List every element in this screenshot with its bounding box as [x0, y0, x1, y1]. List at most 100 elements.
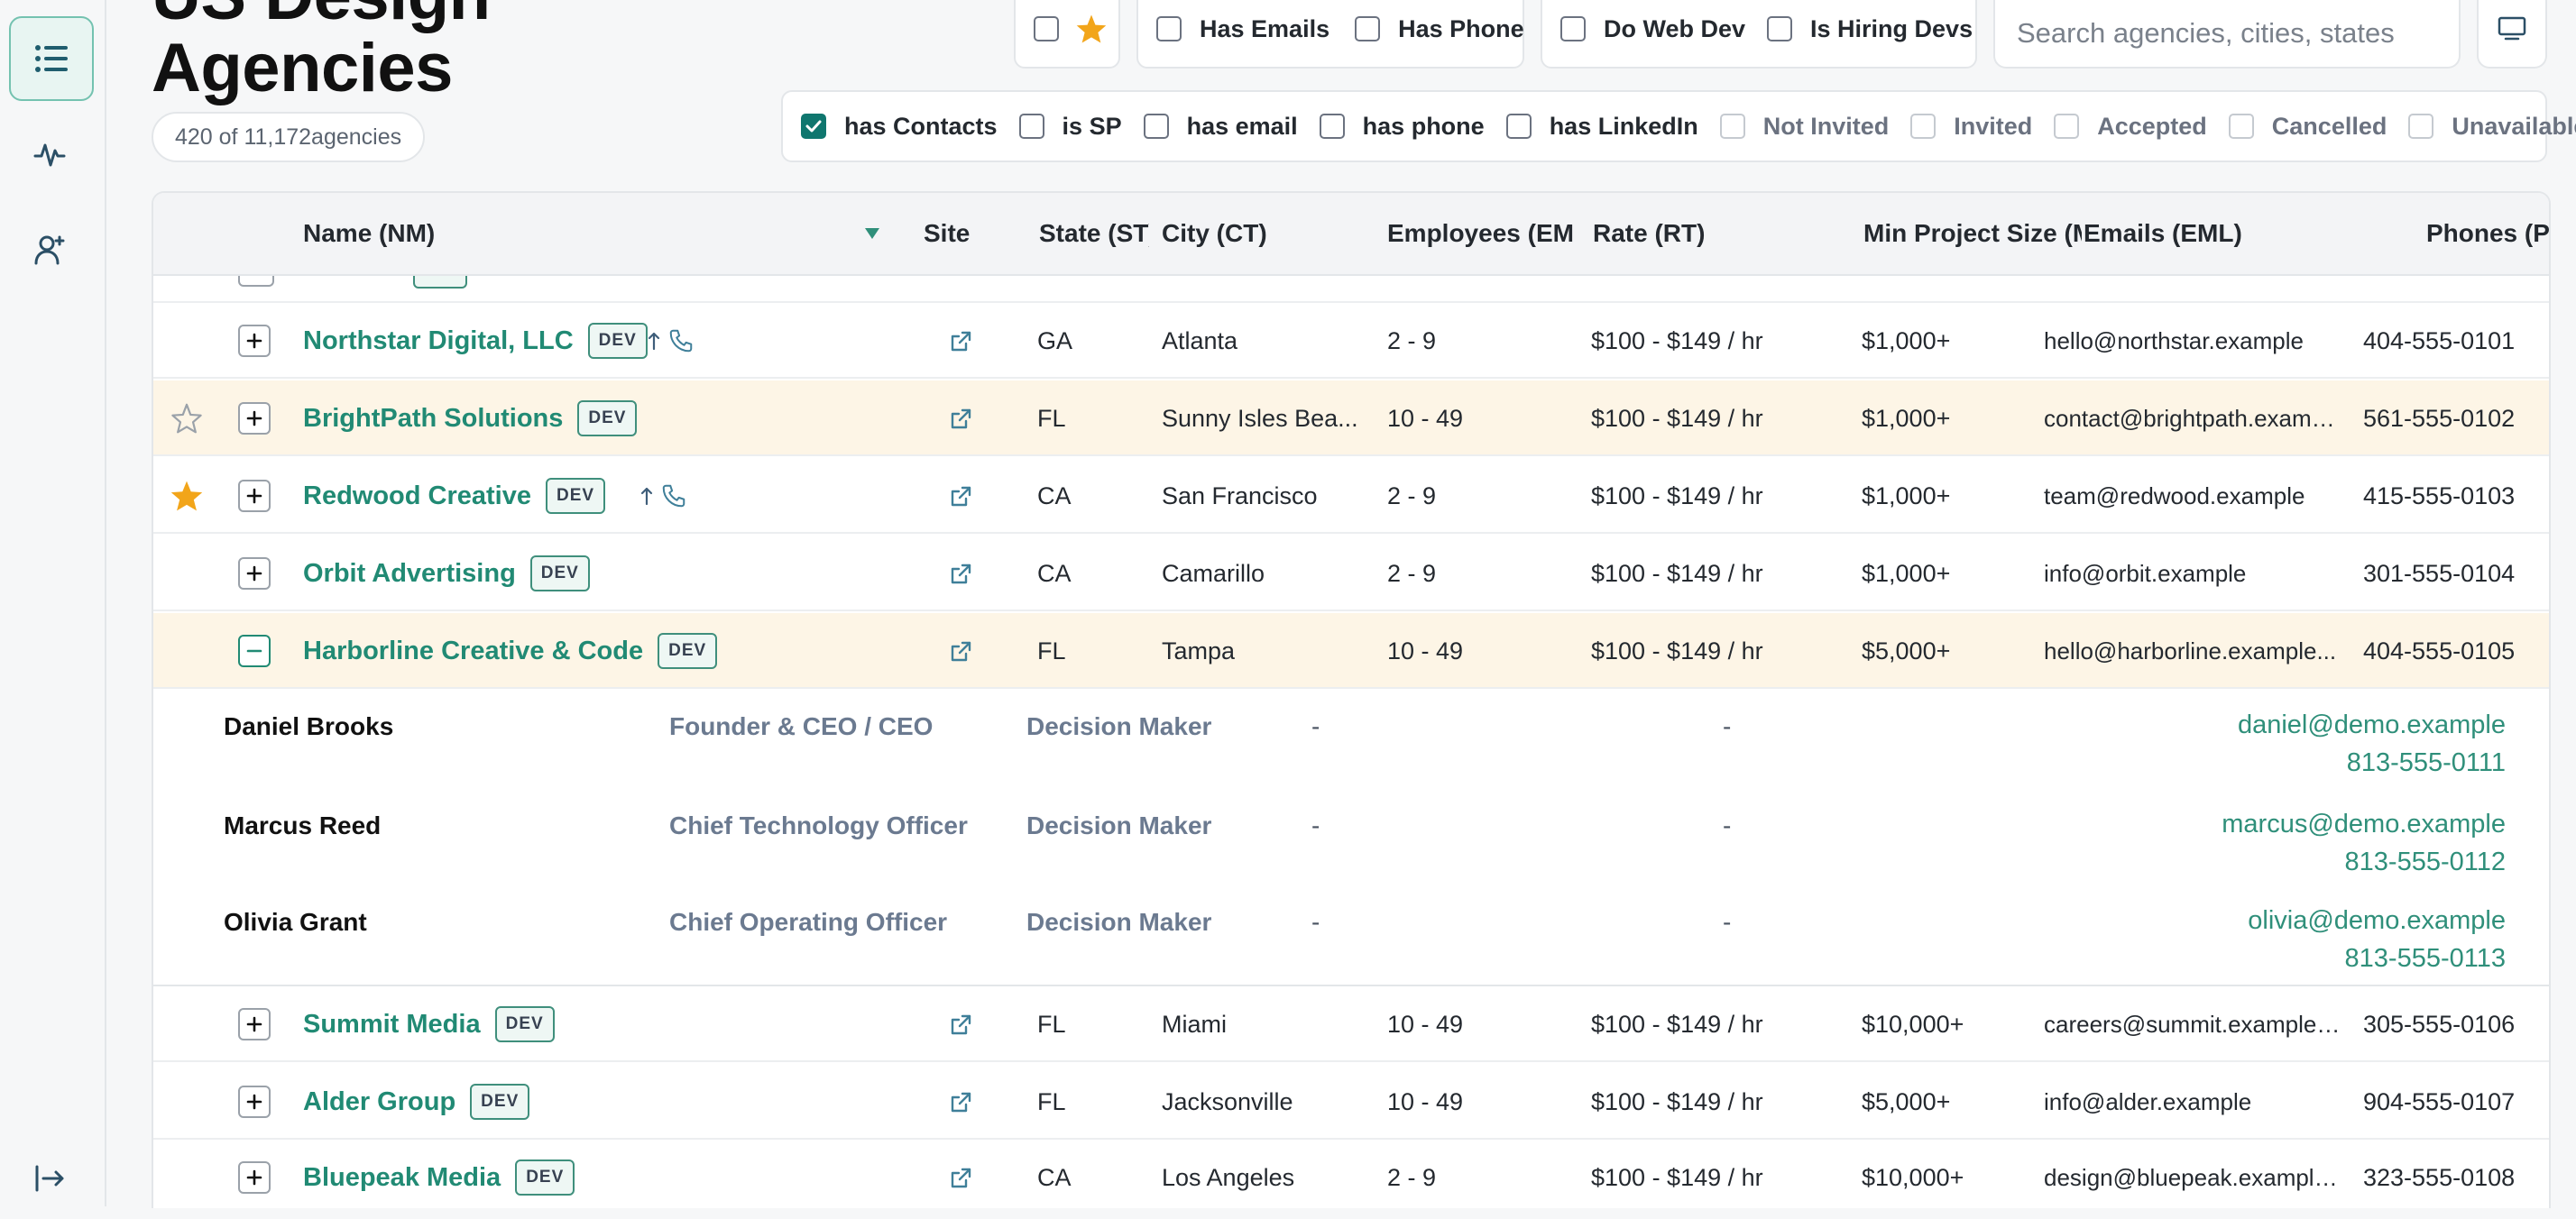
phones-cell[interactable]: 561-555-0102 — [2363, 405, 2516, 432]
contact-phone[interactable]: 813-555-0111 — [2346, 748, 2506, 777]
external-link-icon[interactable] — [949, 1013, 972, 1037]
favorites-filter[interactable] — [1014, 0, 1120, 69]
column-header-phones[interactable]: Phones (PH) — [2426, 219, 2549, 247]
phones-cell[interactable]: 404-555-0101 — [2363, 327, 2516, 354]
agency-name-link[interactable]: Orbit Advertising DEV — [303, 536, 590, 611]
column-header-state[interactable]: State (ST) — [1039, 219, 1149, 247]
agency-name-link[interactable]: Northstar Digital, LLC DEV — [303, 303, 648, 379]
column-header-rate[interactable]: Rate (RT) — [1593, 219, 1706, 247]
expand-row-button[interactable] — [238, 1086, 271, 1118]
phones-cell[interactable]: 301-555-0104 — [2363, 560, 2516, 587]
column-header-min-project[interactable]: Min Project Size (MPS) — [1863, 219, 2082, 247]
collapse-row-button[interactable] — [238, 635, 271, 667]
state-cell: FL — [1037, 1011, 1066, 1038]
star-icon[interactable] — [170, 402, 204, 435]
expand-row-button[interactable] — [238, 480, 271, 512]
agency-name[interactable]: Alder Group — [303, 1086, 456, 1116]
table-row[interactable]: Summit Media DEV FL Miami 10 - 49 $100 - $149… — [153, 986, 2549, 1062]
external-link-icon[interactable] — [949, 640, 972, 664]
status-invited-filter[interactable]: Invited — [1910, 113, 2032, 141]
contact-email[interactable]: daniel@demo.example — [2237, 710, 2506, 739]
contacts-button[interactable] — [9, 209, 90, 290]
agency-name-link[interactable]: BrightPath Solutions DEV — [303, 380, 638, 456]
state-cell: CA — [1037, 560, 1072, 587]
emails-cell[interactable]: design@bluepeak.example; g... — [2044, 1164, 2341, 1191]
contact-email[interactable]: marcus@demo.example — [2222, 810, 2506, 839]
agency-name-link[interactable]: Bluepeak Media DEV — [303, 1140, 575, 1208]
contact-phone[interactable]: 813-555-0113 — [2344, 944, 2506, 973]
expand-row-button[interactable] — [238, 1161, 271, 1194]
emails-cell[interactable]: info@alder.example — [2044, 1088, 2252, 1115]
agency-name[interactable]: Harborline Creative & Code — [303, 636, 644, 665]
agency-name[interactable]: Northstar Digital, LLC — [303, 325, 574, 355]
agency-name[interactable]: Redwood Creative — [303, 481, 531, 510]
external-link-icon[interactable] — [949, 1167, 972, 1190]
contact-email[interactable]: olivia@demo.example — [2248, 906, 2506, 935]
agency-name-link[interactable]: Redwood Creative DEV — [303, 458, 606, 534]
phones-cell[interactable]: 305-555-0106 — [2363, 1011, 2516, 1038]
table-row[interactable]: Harborline Creative & Code DEV FL Tampa 10 -… — [153, 613, 2549, 689]
external-link-icon[interactable] — [949, 1091, 972, 1114]
table-row[interactable]: BrightPath Solutions DEV FL Sunny Isles Bea… — [153, 380, 2549, 456]
status-unavailable-filter[interactable]: Unavailable — [2408, 113, 2576, 141]
external-link-icon[interactable] — [949, 563, 972, 586]
logout-button[interactable] — [9, 1138, 90, 1219]
emails-cell[interactable]: hello@northstar.example — [2044, 327, 2304, 354]
agency-name[interactable]: Summit Media — [303, 1009, 481, 1039]
status-accepted-filter[interactable]: Accepted — [2054, 113, 2207, 141]
phones-cell[interactable]: 404-555-0105 — [2363, 637, 2516, 664]
has-emails-filter[interactable]: Has Emails — [1156, 15, 1329, 43]
agency-name[interactable]: Orbit Advertising — [303, 558, 516, 588]
emails-cell[interactable]: contact@brightpath.example... — [2044, 405, 2341, 432]
emails-cell[interactable]: info@orbit.example — [2044, 560, 2247, 587]
agency-name[interactable]: BrightPath Solutions — [303, 403, 564, 433]
expand-row-button[interactable] — [238, 325, 271, 357]
sort-desc-icon[interactable] — [864, 227, 880, 240]
display-toggle-button[interactable] — [2477, 0, 2547, 69]
expand-row-button[interactable] — [238, 402, 271, 435]
favorites-checkbox[interactable] — [1034, 16, 1059, 41]
is-hiring-devs-filter[interactable]: Is Hiring Devs — [1767, 15, 1973, 43]
external-link-icon[interactable] — [949, 330, 972, 353]
table-row[interactable]: Bluepeak Media DEV CA Los Angeles 2 - 9 $100 … — [153, 1140, 2549, 1208]
contact-phone[interactable]: 813-555-0112 — [2344, 848, 2506, 876]
column-header-employees[interactable]: Employees (EMP) — [1387, 219, 1573, 247]
agency-name-link[interactable]: Alder Group DEV — [303, 1064, 530, 1140]
is-sp-filter[interactable]: is SP — [1018, 113, 1122, 141]
agency-name[interactable]: Bluepeak Media — [303, 1162, 501, 1192]
emails-cell[interactable]: careers@summit.example; i... — [2044, 1011, 2341, 1038]
table-row[interactable]: Alder Group DEV FL Jacksonville 10 - 49 $100 … — [153, 1064, 2549, 1140]
has-phone-filter[interactable]: Has Phone — [1355, 15, 1524, 43]
column-header-city[interactable]: City (CT) — [1162, 219, 1267, 247]
search-input[interactable] — [1993, 0, 2461, 69]
column-header-name[interactable]: Name (NM) — [303, 219, 436, 247]
emails-cell[interactable]: team@redwood.example — [2044, 482, 2305, 509]
has-linkedin-filter[interactable]: has LinkedIn — [1505, 113, 1698, 141]
list-view-button[interactable] — [9, 16, 94, 101]
table-row[interactable]: Redwood Creative DEV CA San Francisco 2 - 9 $… — [153, 458, 2549, 534]
table-row[interactable]: Northstar Digital, LLC DEV GA Atlanta 2 - 9 $… — [153, 303, 2549, 379]
status-not-invited-filter[interactable]: Not Invited — [1719, 113, 1889, 141]
agency-name-link[interactable]: Harborline Creative & Code DEV — [303, 613, 718, 689]
status-cancelled-filter[interactable]: Cancelled — [2228, 113, 2387, 141]
column-header-site[interactable]: Site — [924, 219, 971, 247]
has-phone-contact-filter[interactable]: has phone — [1319, 113, 1485, 141]
agency-name-link[interactable]: Summit Media DEV — [303, 986, 555, 1062]
star-icon[interactable] — [170, 480, 204, 512]
dev-badge: DEV — [658, 633, 718, 669]
city-cell: Los Angeles — [1162, 1164, 1295, 1191]
column-header-emails[interactable]: Emails (EML) — [2084, 219, 2242, 247]
do-web-dev-filter[interactable]: Do Web Dev — [1560, 15, 1745, 43]
emails-cell[interactable]: hello@harborline.example... — [2044, 637, 2337, 664]
phones-cell[interactable]: 323-555-0108 — [2363, 1164, 2516, 1191]
activity-button[interactable] — [9, 114, 90, 195]
external-link-icon[interactable] — [949, 485, 972, 509]
external-link-icon[interactable] — [949, 408, 972, 431]
expand-row-button[interactable] — [238, 557, 271, 590]
phones-cell[interactable]: 904-555-0107 — [2363, 1088, 2516, 1115]
expand-row-button[interactable] — [238, 1008, 271, 1040]
has-email-filter[interactable]: has email — [1143, 113, 1298, 141]
table-row[interactable]: Orbit Advertising DEV CA Camarillo 2 - 9 $100… — [153, 536, 2549, 611]
phones-cell[interactable]: 415-555-0103 — [2363, 482, 2516, 509]
has-contacts-filter[interactable]: has Contacts — [801, 113, 998, 141]
